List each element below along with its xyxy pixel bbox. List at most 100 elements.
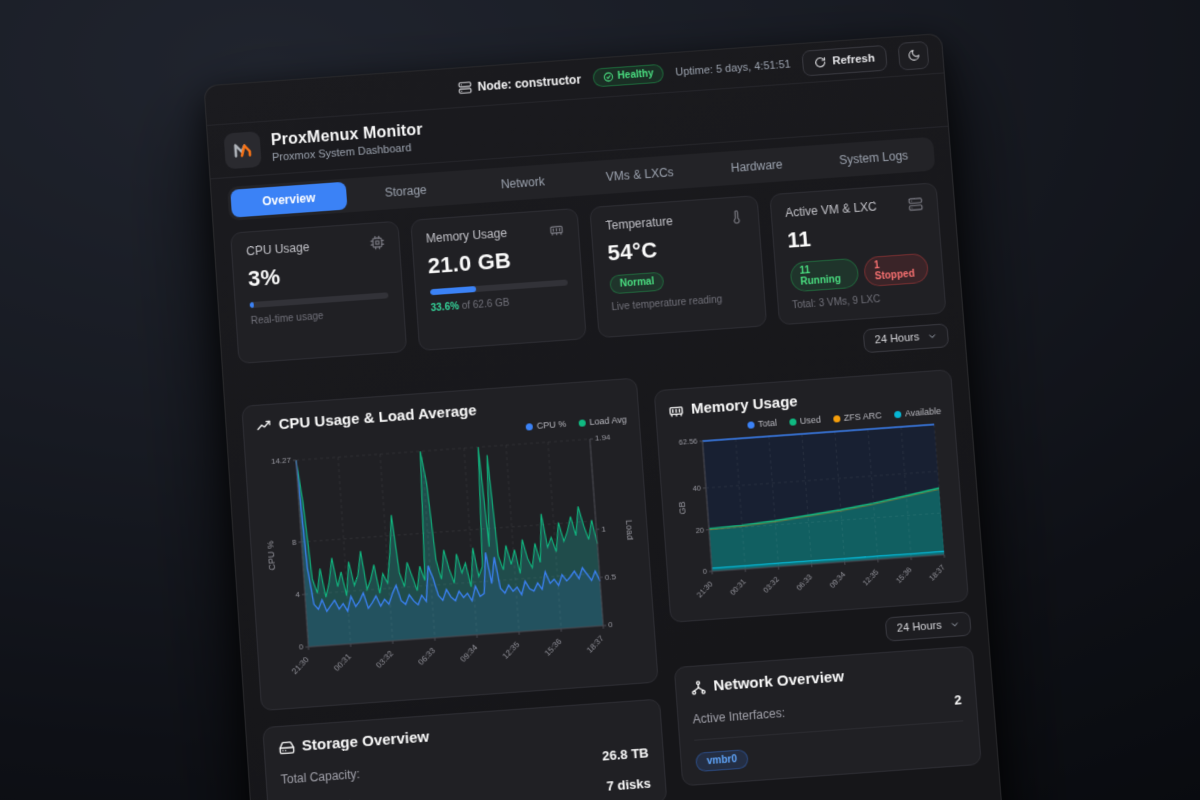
temperature-caption: Live temperature reading xyxy=(611,294,723,314)
charts-grid: CPU Usage & Load Average CPU % Load Avg 0… xyxy=(241,355,983,800)
tab-network[interactable]: Network xyxy=(500,174,546,192)
active-vm-lxc-card: Active VM & LXC 11 11 Running 1 Stopped … xyxy=(768,182,947,326)
dashboard-panel: Node: constructor Healthy Uptime: 5 days… xyxy=(203,32,1008,800)
cpu-caption: Real-time usage xyxy=(250,310,324,328)
temperature-card-label: Temperature xyxy=(605,214,674,233)
svg-text:03:32: 03:32 xyxy=(374,649,395,670)
server-icon xyxy=(457,80,472,95)
svg-text:4: 4 xyxy=(295,590,301,599)
svg-text:21:30: 21:30 xyxy=(290,655,311,676)
theme-toggle-button[interactable] xyxy=(897,40,930,71)
health-status-badge: Healthy xyxy=(592,63,665,88)
network-row-interfaces: Active Interfaces: 2 xyxy=(692,692,963,727)
cpu-value: 3% xyxy=(247,264,281,292)
tab-storage[interactable]: Storage xyxy=(384,182,428,200)
svg-text:18:37: 18:37 xyxy=(927,563,947,583)
svg-text:21:30: 21:30 xyxy=(695,580,715,600)
node-label: Node: constructor xyxy=(477,72,582,94)
vms-card-label: Active VM & LXC xyxy=(784,199,878,220)
memory-usage-card: Memory Usage 21.0 GB 33.6% of 62.6 GB xyxy=(409,207,587,352)
cpu-load-chart: 0 4 8 14.27 0 0.5 1 1.94 21:30 00:31 03:32 06:33 09:… xyxy=(265,433,635,676)
svg-text:20: 20 xyxy=(695,525,704,535)
app-titles: ProxMenux Monitor Proxmox System Dashboa… xyxy=(270,121,424,163)
cpu-card-label: CPU Usage xyxy=(245,240,310,259)
chevron-down-icon xyxy=(929,334,936,339)
server-stack-icon xyxy=(908,196,924,212)
svg-text:14.27: 14.27 xyxy=(271,456,292,467)
charts-right-column: Memory Usage Total Used ZFS ARC Available 0… xyxy=(653,355,982,787)
memory-time-range-select[interactable]: 24 Hours xyxy=(885,611,972,642)
svg-text:0.5: 0.5 xyxy=(604,572,616,582)
vms-stopped-badge: 1 Stopped xyxy=(863,252,930,288)
storage-overview-card: Storage Overview Total Capacity: 26.8 TB… xyxy=(262,698,668,800)
svg-text:12:35: 12:35 xyxy=(501,639,522,660)
svg-text:8: 8 xyxy=(292,538,298,547)
network-overview-card: Network Overview Active Interfaces: 2 vm… xyxy=(673,645,982,787)
svg-text:06:33: 06:33 xyxy=(417,646,438,667)
memory-caption: 33.6% of 62.6 GB xyxy=(430,297,510,315)
svg-text:CPU %: CPU % xyxy=(265,540,277,570)
svg-text:0: 0 xyxy=(299,643,305,652)
svg-text:03:32: 03:32 xyxy=(761,575,781,595)
svg-text:0: 0 xyxy=(703,567,708,576)
memory-chart-card: Memory Usage Total Used ZFS ARC Available 0… xyxy=(653,369,970,623)
memory-progress-bar xyxy=(429,279,568,296)
svg-text:15:36: 15:36 xyxy=(894,565,914,585)
network-interface-badge: vmbr0 xyxy=(695,749,749,773)
cpu-icon xyxy=(370,236,385,251)
svg-text:0: 0 xyxy=(608,620,614,629)
svg-text:18:37: 18:37 xyxy=(585,633,606,654)
svg-text:40: 40 xyxy=(692,484,701,494)
memory-chart-title: Memory Usage xyxy=(690,393,799,418)
vms-caption: Total: 3 VMs, 9 LXC xyxy=(791,294,881,312)
svg-text:1: 1 xyxy=(601,524,607,533)
svg-text:1.94: 1.94 xyxy=(595,433,612,443)
trending-up-icon xyxy=(256,419,270,430)
node-info: Node: constructor xyxy=(457,72,581,95)
refresh-button[interactable]: Refresh xyxy=(801,44,888,76)
cpu-load-chart-card: CPU Usage & Load Average CPU % Load Avg 0… xyxy=(241,377,659,712)
cpu-usage-card: CPU Usage 3% Real-time usage xyxy=(230,220,407,364)
temperature-card: Temperature 54°C Normal Live temperature… xyxy=(589,195,767,339)
tab-overview[interactable]: Overview xyxy=(230,181,348,218)
svg-text:Load: Load xyxy=(624,519,635,540)
cpu-progress-bar xyxy=(249,292,389,309)
svg-text:GB: GB xyxy=(677,501,688,515)
time-range-select[interactable]: 24 Hours xyxy=(862,323,950,354)
svg-text:09:34: 09:34 xyxy=(459,643,480,664)
memory-chart: 0 20 40 62.56 21:30 00:31 03:32 06:33 09:34 12:35… xyxy=(677,416,947,600)
proxmenux-m-icon xyxy=(234,144,253,158)
temperature-status-badge: Normal xyxy=(609,271,665,295)
svg-text:62.56: 62.56 xyxy=(678,437,697,447)
svg-text:00:31: 00:31 xyxy=(728,577,748,597)
tilted-scene: Node: constructor Healthy Uptime: 5 days… xyxy=(203,32,1008,800)
hard-drive-icon xyxy=(278,739,295,756)
storage-title: Storage Overview xyxy=(301,728,430,755)
svg-text:12:35: 12:35 xyxy=(861,568,881,588)
thermometer-icon xyxy=(728,209,744,225)
uptime-text: Uptime: 5 days, 4:51:51 xyxy=(674,58,792,79)
time-range-bar: 24 Hours xyxy=(239,323,950,398)
stats-row: CPU Usage 3% Real-time usage Memory Usag… xyxy=(230,182,947,364)
network-title: Network Overview xyxy=(712,668,845,695)
svg-text:15:36: 15:36 xyxy=(543,636,564,657)
svg-text:06:33: 06:33 xyxy=(794,572,814,592)
memory-icon xyxy=(548,222,564,238)
tab-hardware[interactable]: Hardware xyxy=(730,157,784,176)
memory-icon xyxy=(668,405,683,416)
moon-icon xyxy=(907,48,921,62)
memory-value: 21.0 GB xyxy=(427,247,512,279)
vms-running-badge: 11 Running xyxy=(788,257,860,293)
memory-card-label: Memory Usage xyxy=(425,225,508,246)
refresh-icon xyxy=(814,56,827,69)
chevron-down-icon xyxy=(949,619,960,630)
app-header: ProxMenux Monitor Proxmox System Dashboa… xyxy=(207,73,948,180)
network-icon xyxy=(690,679,707,696)
charts-left-column: CPU Usage & Load Average CPU % Load Avg 0… xyxy=(241,377,668,800)
app-logo xyxy=(223,130,262,169)
content-area: CPU Usage 3% Real-time usage Memory Usag… xyxy=(213,169,1000,800)
check-circle-icon xyxy=(602,71,614,83)
tab-system-logs[interactable]: System Logs xyxy=(838,148,909,168)
tab-vms-lxcs[interactable]: VMs & LXCs xyxy=(605,165,675,184)
svg-text:09:34: 09:34 xyxy=(828,570,848,590)
